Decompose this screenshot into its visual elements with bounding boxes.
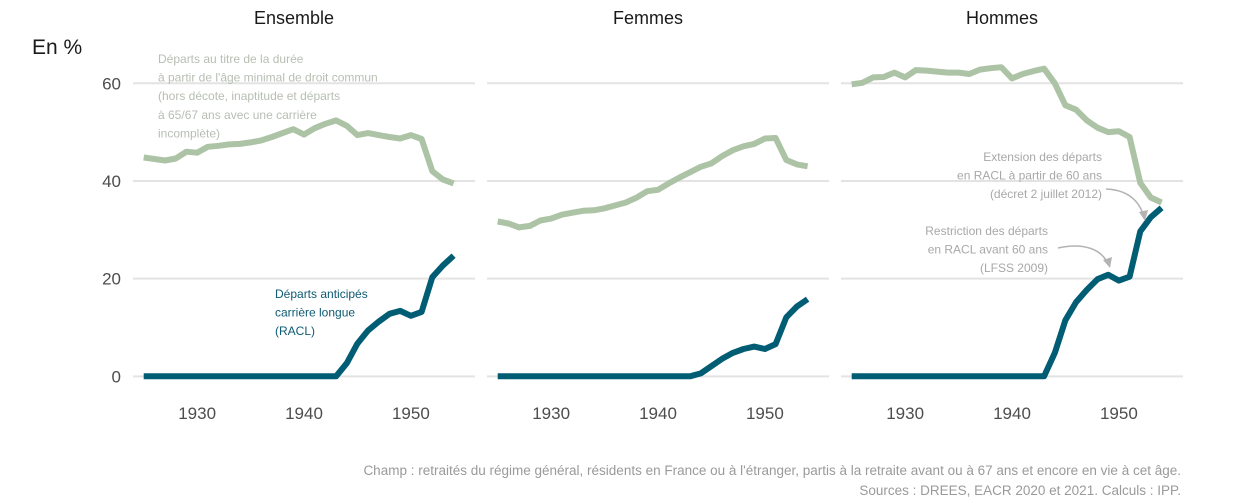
panel-title: Hommes: [966, 8, 1038, 28]
x-tick-label: 1950: [392, 404, 430, 423]
x-tick-label: 1940: [639, 404, 677, 423]
annotation-extension: Extension des départs en RACL à partir de…: [957, 150, 1102, 201]
x-tick-label: 1950: [1100, 404, 1138, 423]
panel-hommes: Hommes 1930 1940 1950: [841, 8, 1183, 423]
series-line-duree: [143, 117, 455, 187]
y-tick-label: 20: [102, 270, 121, 289]
panel-title: Ensemble: [254, 8, 334, 28]
note-sources: Sources : DREES, EACR 2020 et 2021. Calc…: [859, 483, 1181, 498]
panels: 0 20 40 60 Ensemble 1930 1940 1950 Femmes 1930 194…: [102, 8, 1183, 423]
annotation-racl: Départs anticipés carrière longue (RACL): [275, 287, 368, 338]
series-line-duree: [497, 135, 809, 231]
panel-ensemble: Ensemble 1930 1940 1950: [133, 8, 475, 423]
series-line-racl: [143, 253, 456, 380]
annotation-duree: Départs au titre de la durée à partir de …: [158, 52, 378, 140]
x-tick-label: 1940: [285, 404, 323, 423]
y-tick-label: 0: [112, 367, 121, 386]
series-line-racl: [497, 296, 810, 380]
panel-title: Femmes: [613, 8, 683, 28]
x-tick-label: 1930: [178, 404, 216, 423]
y-tick-label: 40: [102, 172, 121, 191]
arrow-extension: [1105, 188, 1145, 218]
x-tick-label: 1950: [746, 404, 784, 423]
y-unit-label: En %: [32, 36, 82, 59]
arrowhead-extension: [1139, 210, 1148, 221]
annotation-restriction: Restriction des départs en RACL avant 60 …: [925, 224, 1048, 275]
arrowhead-restriction: [1103, 257, 1112, 268]
y-tick-label: 60: [102, 74, 121, 93]
note-champ: Champ : retraités du régime général, rés…: [363, 463, 1181, 478]
series-line-duree: [851, 64, 1163, 206]
series-line-racl: [851, 205, 1164, 380]
x-tick-label: 1930: [532, 404, 570, 423]
arrow-restriction: [1057, 245, 1109, 265]
x-tick-label: 1940: [993, 404, 1031, 423]
x-tick-label: 1930: [886, 404, 924, 423]
panel-femmes: Femmes 1930 1940 1950: [487, 8, 829, 423]
